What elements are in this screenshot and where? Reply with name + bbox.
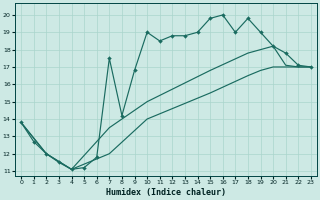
X-axis label: Humidex (Indice chaleur): Humidex (Indice chaleur) xyxy=(106,188,226,197)
